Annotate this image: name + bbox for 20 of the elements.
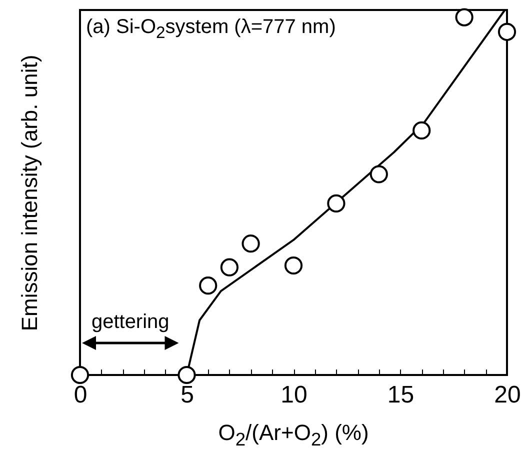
- y-axis-title: Emission intensity (arb. unit): [17, 54, 43, 331]
- x-tick-label: 20: [494, 382, 521, 408]
- point: [455, 8, 474, 26]
- point: [242, 234, 260, 253]
- point: [498, 22, 516, 41]
- x-axis-title: O$_{2}$/(Ar+O$_{2}$) (%): [218, 420, 369, 450]
- point: [199, 276, 218, 295]
- point: [178, 366, 196, 384]
- point: [220, 258, 239, 276]
- x-tick-label: 15: [387, 382, 414, 408]
- point: [284, 256, 303, 275]
- point: [70, 366, 90, 384]
- x-tick-label: 10: [280, 382, 308, 408]
- x-tick-label: 0: [74, 382, 88, 408]
- point: [327, 194, 346, 212]
- annotation: gettering: [91, 311, 170, 334]
- x-tick-label: 5: [180, 382, 194, 408]
- point: [412, 121, 431, 140]
- point: [370, 165, 388, 184]
- chart-title: (a) Si-O$_{2}$system (λ=777 nm): [86, 16, 336, 43]
